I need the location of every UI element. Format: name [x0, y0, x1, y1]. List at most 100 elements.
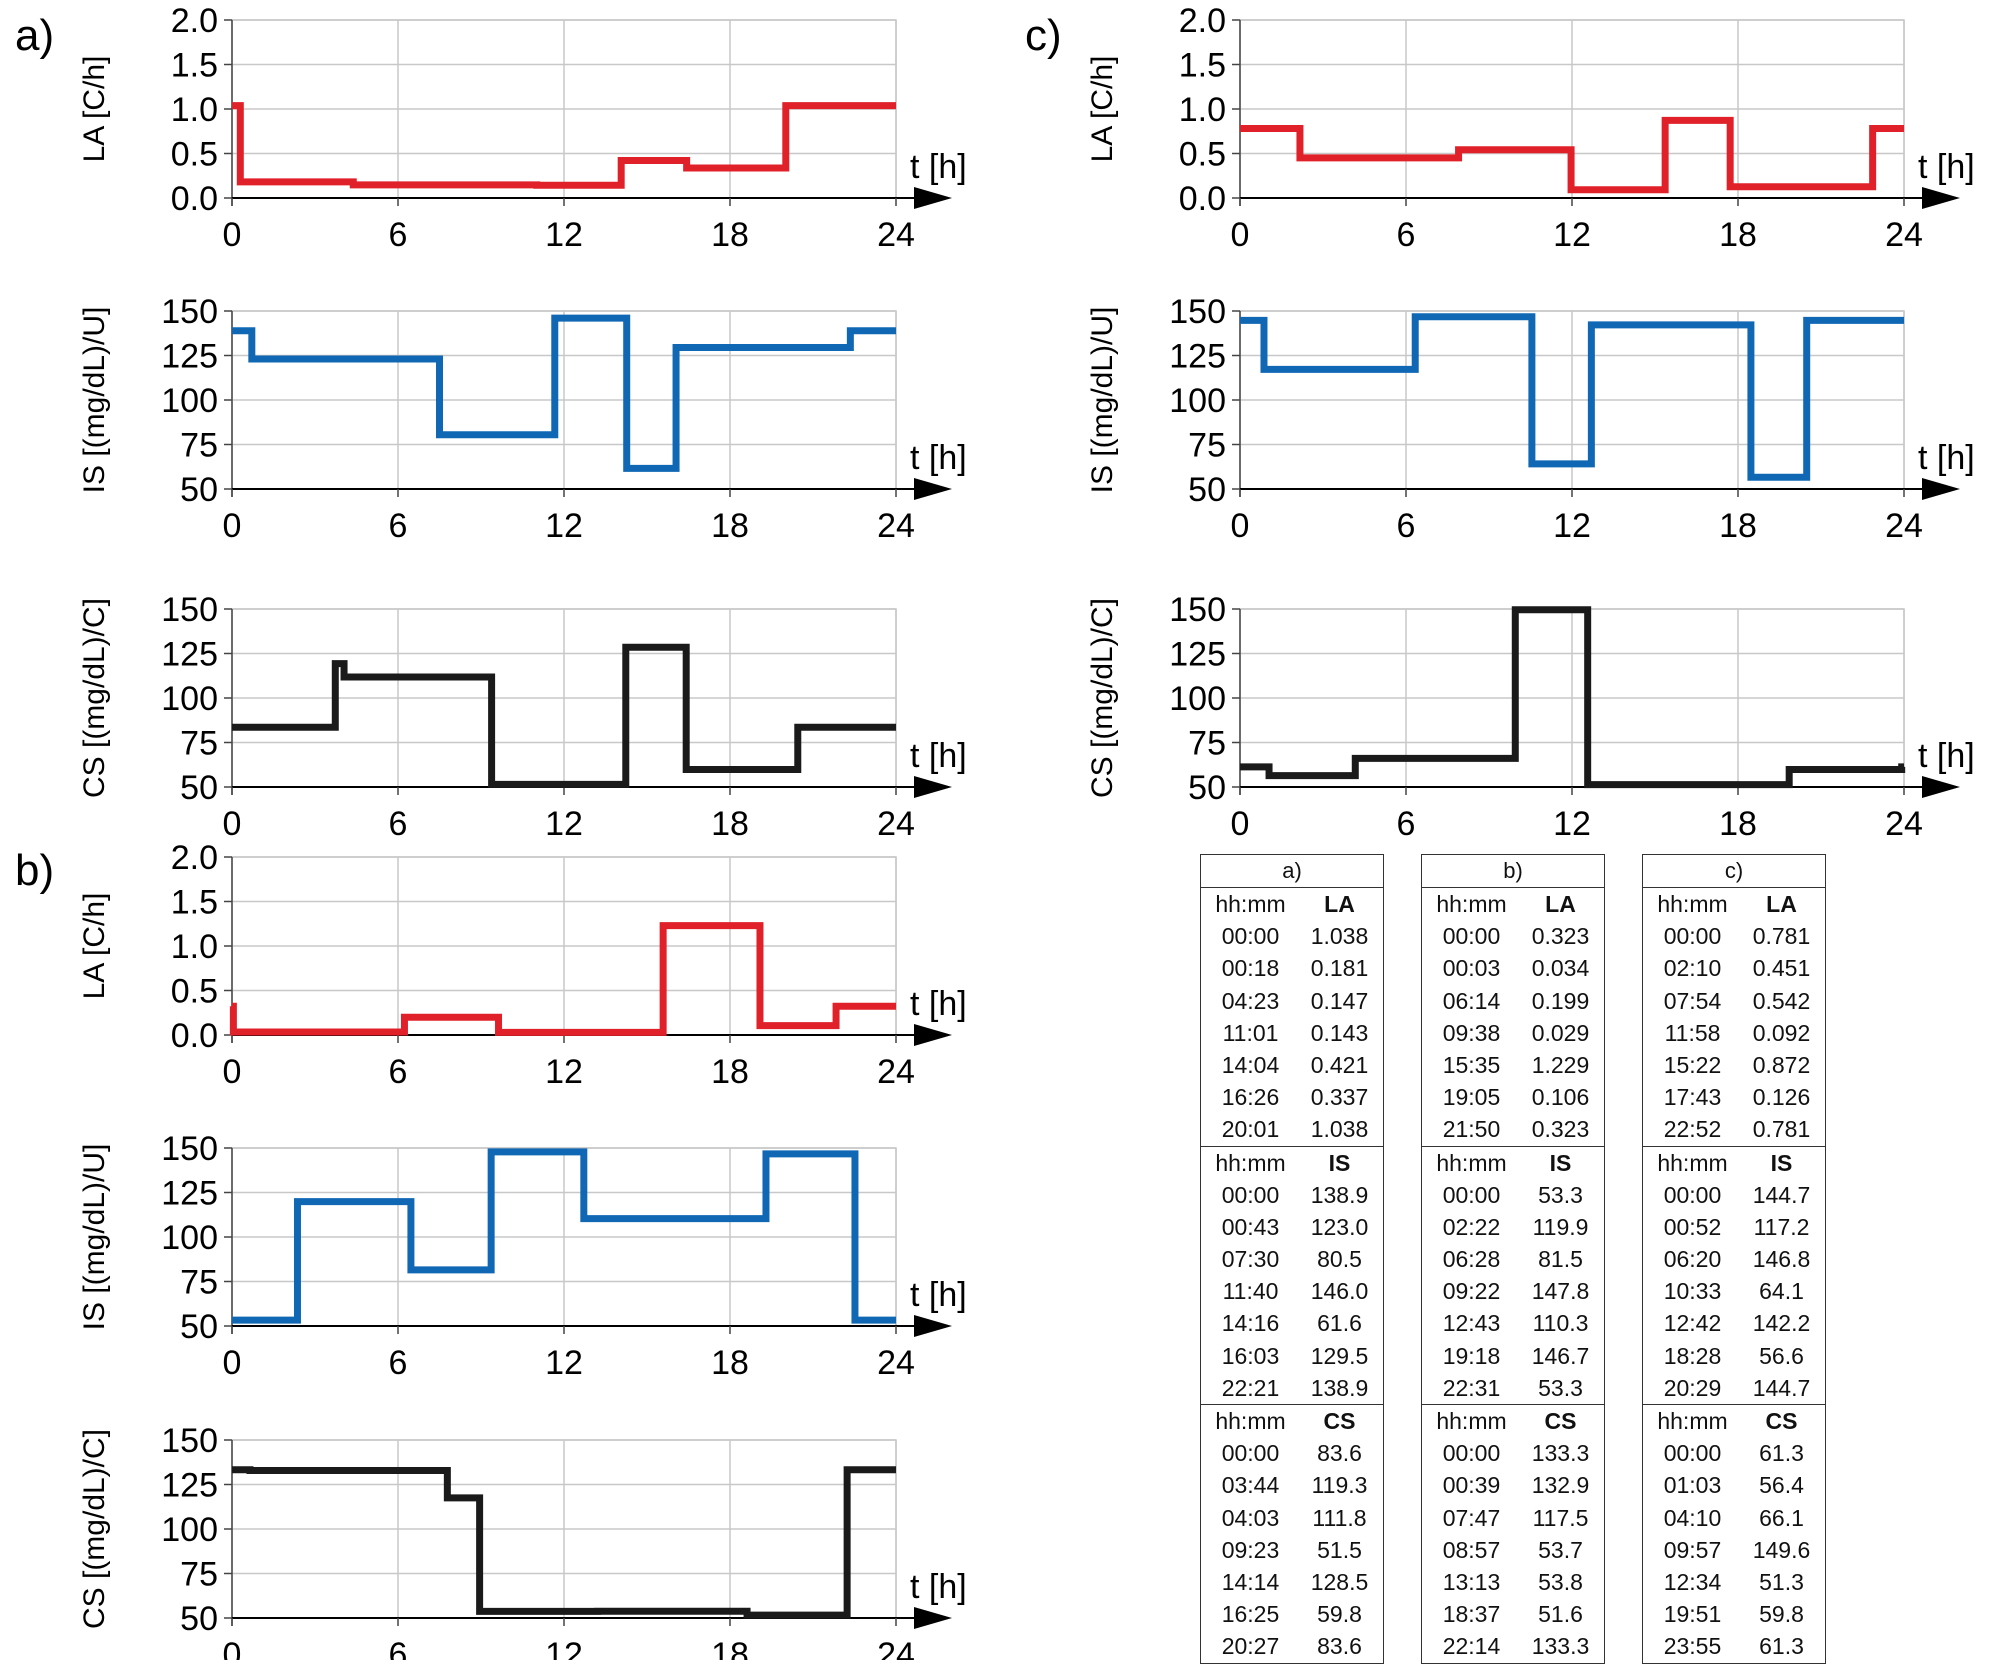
cell-time: 08:57: [1442, 1536, 1501, 1563]
cell-value: 0.542: [1752, 987, 1811, 1014]
cell-value: 138.9: [1310, 1181, 1369, 1208]
y-tick-label: 1.0: [171, 928, 218, 966]
table-section: hh:mm IS 00:00 53.3 02:22 119.9 06:28 81.5 09:22…: [1422, 1147, 1604, 1405]
table-header-row: hh:mm CS: [1643, 1405, 1825, 1437]
cell-value: 0.126: [1752, 1084, 1811, 1111]
table-row: 09:22 147.8: [1422, 1275, 1604, 1307]
x-tick-label: 18: [711, 1636, 749, 1660]
series-cs-a: [232, 643, 896, 788]
x-tick-label: 12: [545, 507, 583, 545]
table-section: hh:mm IS 00:00 144.7 00:52 117.2 06:20 146.8 10:…: [1643, 1147, 1825, 1405]
x-axis-label: t [h]: [910, 148, 967, 186]
cell-value: 64.1: [1759, 1278, 1804, 1305]
x-tick-label: 12: [1553, 805, 1591, 843]
table-row: 22:31 53.3: [1422, 1372, 1604, 1404]
x-axis-arrow: [914, 478, 952, 500]
cell-value: 1.229: [1531, 1051, 1590, 1078]
table-row: 04:23 0.147: [1201, 985, 1383, 1017]
series-is-a: [232, 314, 896, 472]
x-axis-arrow: [914, 1024, 952, 1046]
y-tick-label: 0.5: [171, 973, 218, 1011]
x-tick-label: 12: [1553, 216, 1591, 254]
cell-value: 0.451: [1752, 955, 1811, 982]
cell-time: 12:42: [1663, 1310, 1722, 1337]
cell-time: 07:30: [1221, 1246, 1280, 1273]
y-tick-label: 100: [1169, 680, 1226, 718]
cell-value: 53.7: [1538, 1536, 1583, 1563]
table-header-row: hh:mm CS: [1201, 1405, 1383, 1437]
column-header-value: LA: [1766, 891, 1797, 917]
cell-time: 12:34: [1663, 1568, 1722, 1595]
column-header-value: IS: [1549, 1149, 1572, 1176]
y-tick-label: 50: [1188, 769, 1226, 807]
cell-value: 128.5: [1310, 1568, 1369, 1595]
table-row: 21:50 0.323: [1422, 1113, 1604, 1145]
cell-time: 22:31: [1442, 1374, 1501, 1401]
y-tick-label: 1.0: [171, 91, 218, 129]
cell-time: 00:00: [1663, 923, 1722, 950]
cell-value: 117.5: [1532, 1504, 1589, 1531]
cell-time: 12:43: [1442, 1310, 1501, 1337]
series-cs-c: [1240, 606, 1906, 789]
cell-time: 22:14: [1442, 1633, 1501, 1660]
cell-time: 00:00: [1442, 923, 1501, 950]
cell-value: 83.6: [1317, 1440, 1362, 1467]
table-row: 17:43 0.126: [1643, 1081, 1825, 1113]
x-axis-arrow: [914, 1315, 952, 1337]
x-axis-label: t [h]: [910, 1276, 967, 1314]
cell-value: 59.8: [1317, 1601, 1362, 1628]
x-tick-label: 24: [877, 805, 915, 843]
y-tick-label: 125: [161, 338, 218, 376]
table-row: 22:52 0.781: [1643, 1113, 1825, 1145]
column-header-time: hh:mm: [1436, 1149, 1507, 1176]
cell-value: 0.421: [1310, 1051, 1369, 1078]
x-tick-label: 18: [711, 507, 749, 545]
y-tick-label: 75: [180, 427, 218, 465]
table-row: 00:00 0.781: [1643, 920, 1825, 952]
y-tick-label: 0.0: [1179, 180, 1226, 218]
y-tick-label: 75: [180, 1556, 218, 1594]
cell-value: 83.6: [1317, 1633, 1362, 1660]
cell-value: 0.337: [1310, 1084, 1369, 1111]
table-section: hh:mm LA 00:00 0.323 00:03 0.034 06:14 0.199 09:…: [1422, 888, 1604, 1147]
x-axis-label: t [h]: [910, 985, 967, 1023]
cell-time: 14:04: [1221, 1051, 1280, 1078]
y-tick-label: 150: [1169, 293, 1226, 331]
x-axis-arrow: [914, 776, 952, 798]
cell-time: 04:23: [1221, 987, 1280, 1014]
x-axis-label: t [h]: [1918, 439, 1975, 477]
table-header-row: hh:mm CS: [1422, 1405, 1604, 1437]
x-tick-label: 0: [223, 805, 242, 843]
table-row: 22:14 133.3: [1422, 1630, 1604, 1662]
y-tick-label: 2.0: [171, 839, 218, 877]
series-is-c: [1240, 313, 1904, 481]
cell-time: 00:00: [1221, 1181, 1280, 1208]
series-la-b: [229, 922, 896, 1036]
cell-time: 02:22: [1442, 1213, 1501, 1240]
cell-time: 22:21: [1221, 1374, 1280, 1401]
y-axis-label: CS [(mg/dL)/C]: [78, 598, 111, 798]
cell-time: 20:27: [1221, 1633, 1280, 1660]
column-header-time: hh:mm: [1436, 1408, 1507, 1434]
cell-value: 0.143: [1310, 1019, 1369, 1046]
y-axis-label: IS [(mg/dL)/U]: [1086, 307, 1119, 494]
y-tick-label: 50: [180, 769, 218, 807]
x-tick-label: 0: [223, 216, 242, 254]
cell-time: 16:25: [1221, 1601, 1280, 1628]
table-row: 00:00 1.038: [1201, 920, 1383, 952]
y-axis-label: LA [C/h]: [78, 893, 111, 1000]
table-row: 19:51 59.8: [1643, 1598, 1825, 1630]
cell-time: 07:47: [1442, 1504, 1501, 1531]
cell-value: 142.2: [1752, 1310, 1811, 1337]
cell-value: 0.147: [1310, 987, 1369, 1014]
table-row: 00:43 123.0: [1201, 1211, 1383, 1243]
y-tick-label: 50: [180, 1308, 218, 1346]
table-section: hh:mm CS 00:00 83.6 03:44 119.3 04:03 111.8 09:2…: [1201, 1405, 1383, 1663]
column-header-value: IS: [1770, 1149, 1793, 1176]
cell-time: 09:38: [1442, 1019, 1501, 1046]
table-row: 23:55 61.3: [1643, 1630, 1825, 1662]
cell-value: 123.0: [1310, 1213, 1369, 1240]
column-header-time: hh:mm: [1436, 891, 1507, 917]
table-row: 09:23 51.5: [1201, 1534, 1383, 1566]
